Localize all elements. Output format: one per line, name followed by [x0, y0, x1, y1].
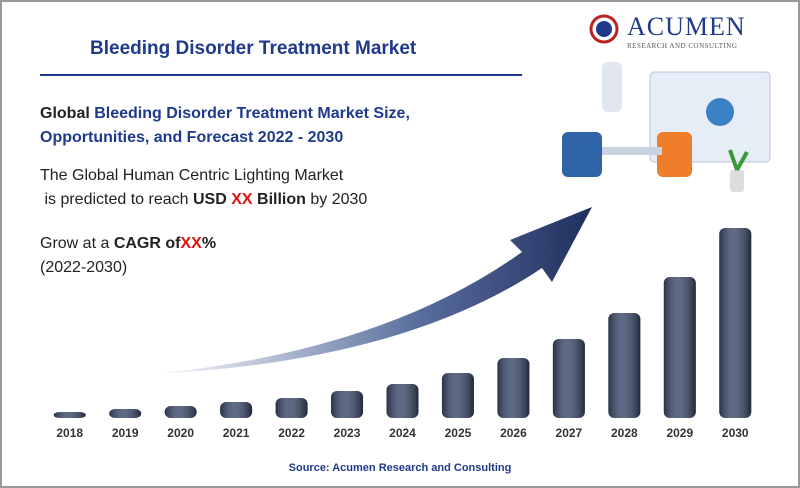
bar	[53, 412, 86, 418]
bar	[663, 277, 696, 418]
x-tick-label: 2024	[389, 426, 416, 440]
source: Source: Acumen Research and Consulting	[288, 462, 512, 474]
bar	[386, 384, 419, 418]
cagr-text: %	[201, 235, 217, 252]
logo: ACUMEN RESEARCH AND CONSULTING	[589, 12, 746, 50]
statement: The Global Human Centric Lighting Market…	[40, 164, 367, 212]
x-tick-label: 2030	[722, 426, 749, 440]
x-tick-label: 2029	[666, 426, 693, 440]
illustration	[562, 62, 771, 192]
headline-text: Opportunities, and Forecast 2022 - 2030	[40, 129, 344, 146]
x-tick-label: 2020	[167, 426, 194, 440]
cagr: Grow at a CAGR ofXX% (2022-2030)	[40, 232, 216, 280]
x-tick-label: 2023	[334, 426, 361, 440]
trend-arrow	[152, 207, 592, 374]
cagr-text: CAGR of	[113, 235, 181, 252]
x-tick-label: 2021	[223, 426, 250, 440]
title-rule	[40, 74, 522, 76]
bar	[220, 402, 253, 418]
headline-text: Bleeding Disorder Treatment Market Size,	[94, 105, 410, 122]
bar	[608, 313, 641, 418]
bar	[331, 391, 364, 418]
x-tick-label: 2028	[611, 426, 638, 440]
x-tick-label: 2026	[500, 426, 527, 440]
headline-lead: Global	[40, 105, 90, 122]
logo-globe	[589, 14, 619, 44]
statement-text: Billion	[257, 191, 306, 208]
cagr-text: Grow at a	[40, 235, 110, 252]
bar	[109, 409, 142, 418]
bar	[164, 406, 197, 418]
x-tick-label: 2027	[556, 426, 583, 440]
bar	[275, 398, 308, 418]
statement-text: is predicted to reach	[44, 191, 189, 208]
x-tick-label: 2018	[56, 426, 83, 440]
statement-text: The Global Human Centric Lighting Market	[40, 167, 344, 184]
cagr-text: (2022-2030)	[40, 259, 128, 276]
bar	[552, 339, 585, 418]
statement-placeholder: XX	[231, 191, 253, 208]
x-tick-label: 2019	[112, 426, 139, 440]
logo-tagline: RESEARCH AND CONSULTING	[627, 42, 738, 50]
bar	[719, 228, 752, 418]
bar	[441, 373, 474, 418]
x-tick-label: 2022	[278, 426, 305, 440]
headline: Global Bleeding Disorder Treatment Marke…	[40, 102, 410, 150]
bar	[497, 358, 530, 418]
statement-text: by 2030	[310, 191, 368, 208]
title: Bleeding Disorder Treatment Market	[90, 38, 417, 59]
logo-name: ACUMEN	[627, 12, 746, 41]
cagr-placeholder: XX	[180, 235, 202, 252]
x-tick-label: 2025	[445, 426, 472, 440]
statement-text: USD	[192, 191, 227, 208]
